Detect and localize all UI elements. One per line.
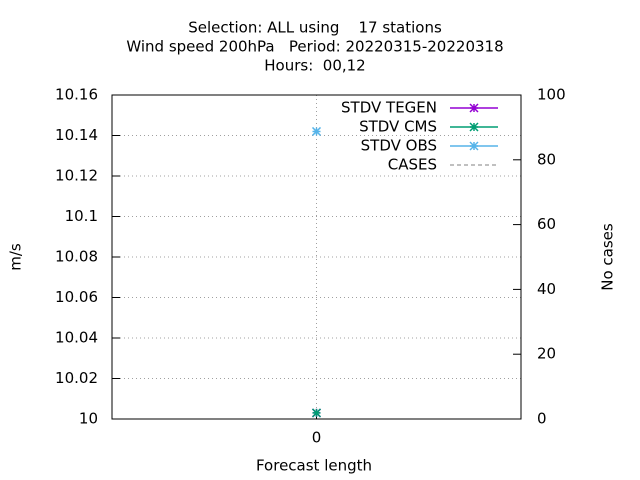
chart-title: Hours: 00,12	[264, 57, 365, 75]
y-tick-label: 10.08	[55, 248, 98, 266]
y2-tick-label: 80	[537, 150, 556, 168]
y-tick-label: 10.16	[55, 86, 98, 104]
legend-label: STDV OBS	[361, 137, 437, 155]
legend-marker	[469, 122, 479, 132]
legend-marker	[469, 103, 479, 113]
chart-title: Selection: ALL using 17 stations	[188, 19, 442, 37]
y-tick-label: 10	[79, 410, 98, 428]
y2-tick-label: 60	[537, 215, 556, 233]
y2-tick-label: 0	[537, 410, 547, 428]
legend-marker	[469, 141, 479, 151]
y2-tick-label: 100	[537, 86, 566, 104]
chart-title: Wind speed 200hPa Period: 20220315-20220…	[126, 38, 503, 56]
x-axis-label: Forecast length	[256, 457, 372, 475]
y-axis-label: m/s	[7, 243, 25, 271]
legend-label: STDV TEGEN	[341, 99, 437, 117]
y2-tick-label: 40	[537, 280, 556, 298]
y-tick-label: 10.04	[55, 329, 98, 347]
data-point	[311, 408, 322, 418]
y2-tick-label: 20	[537, 345, 556, 363]
x-tick-label: 0	[312, 429, 322, 447]
data-point	[311, 126, 322, 136]
legend-label: CASES	[388, 156, 437, 174]
y-tick-label: 10.02	[55, 369, 98, 387]
plot-frame	[111, 94, 522, 420]
y-tick-label: 10.14	[55, 126, 98, 144]
y-tick-label: 10.06	[55, 288, 98, 306]
y-tick-label: 10.1	[65, 207, 98, 225]
y-tick-label: 10.12	[55, 167, 98, 185]
y2-axis-label: No cases	[599, 223, 617, 291]
legend-label: STDV CMS	[359, 118, 437, 136]
